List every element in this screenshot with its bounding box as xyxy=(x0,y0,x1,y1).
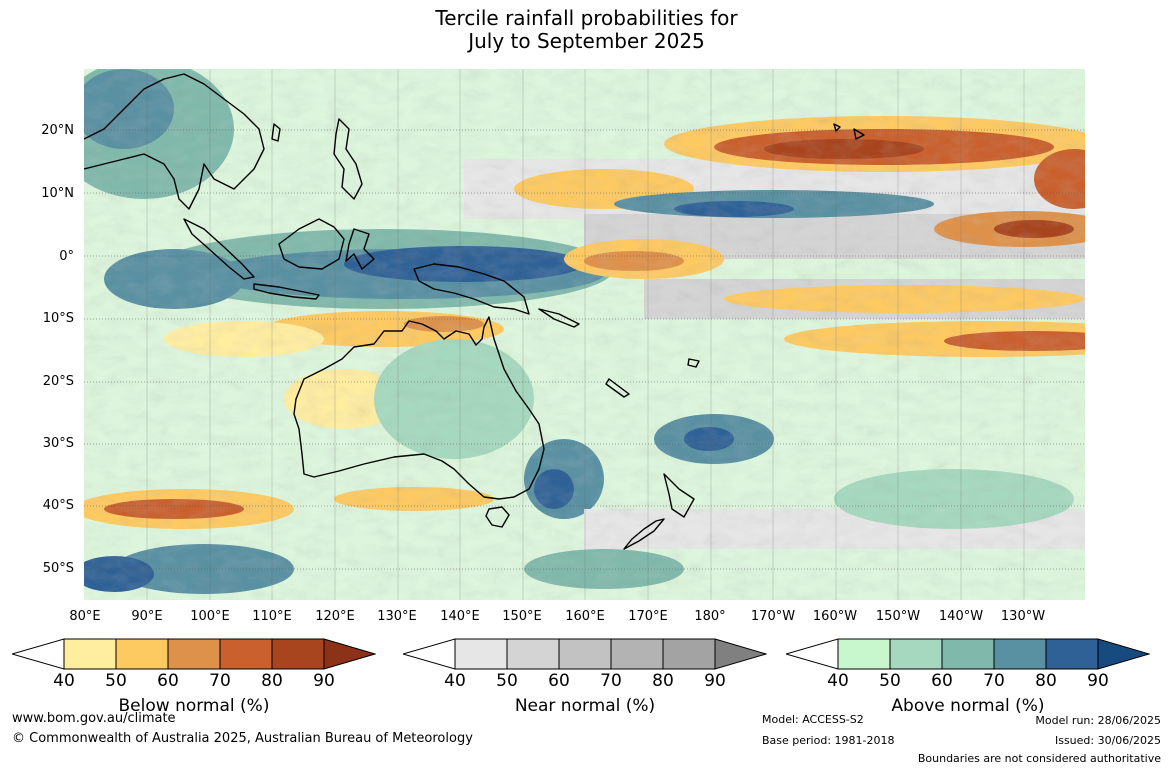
lon-label-110e: 110°E xyxy=(252,609,292,624)
lon-label-140e: 140°E xyxy=(440,609,480,624)
gridlines xyxy=(84,129,1085,570)
lon-label-130e: 130°E xyxy=(377,609,417,624)
legend-below-title: Below normal (%) xyxy=(118,696,270,716)
new-guinea-outline xyxy=(413,263,530,315)
legend-below-tick-40: 40 xyxy=(53,671,75,691)
nz-south-outline xyxy=(623,518,665,550)
fiji-outline xyxy=(687,358,700,368)
legend-near-title: Near normal (%) xyxy=(514,696,656,716)
legend-above-normal xyxy=(786,637,1150,671)
chart-title-line1: Tercile rainfall probabilities for xyxy=(435,6,738,30)
lat-label-0: 0° xyxy=(59,249,74,264)
footer-model-run: Model run: 28/06/2025 xyxy=(1035,714,1161,727)
rainfall-probability-map xyxy=(84,69,1085,600)
hawaii-outline xyxy=(833,123,865,140)
legend-below-tick-70: 70 xyxy=(209,671,231,691)
legend-above-tick-50: 50 xyxy=(879,671,901,691)
legend-above-tick-40: 40 xyxy=(827,671,849,691)
lon-label-170e: 170°E xyxy=(628,609,668,624)
philippines-outline xyxy=(333,118,363,200)
legend-above-tick-60: 60 xyxy=(931,671,953,691)
legend-near-tick-90: 90 xyxy=(704,671,726,691)
footer-issued: Issued: 30/06/2025 xyxy=(1054,734,1161,747)
legend-below-normal xyxy=(12,637,376,671)
nz-north-outline xyxy=(663,473,695,518)
legend-colorbar-above xyxy=(786,638,1150,670)
legend-near-tick-50: 50 xyxy=(496,671,518,691)
lon-label-150e: 150°E xyxy=(502,609,542,624)
lat-label-10n: 10°N xyxy=(41,186,74,201)
lon-label-170w: 170°W xyxy=(750,609,796,624)
borneo-outline xyxy=(278,218,345,270)
lon-label-90e: 90°E xyxy=(131,609,163,624)
solomon-islands-outline xyxy=(538,308,580,328)
legend-near-normal xyxy=(403,637,767,671)
lon-label-120e: 120°E xyxy=(315,609,355,624)
sumatra-outline xyxy=(183,218,255,280)
tasmania-outline xyxy=(485,506,510,528)
legend-above-tick-90: 90 xyxy=(1087,671,1109,691)
lat-label-40s: 40°S xyxy=(42,498,74,513)
legend-near-tick-60: 60 xyxy=(548,671,570,691)
lat-label-20s: 20°S xyxy=(42,374,74,389)
legend-above-title: Above normal (%) xyxy=(891,696,1045,716)
australia-outline xyxy=(293,316,545,500)
legend-colorbar-near xyxy=(403,638,767,670)
legend-colorbar-below xyxy=(12,638,376,670)
lat-label-10s: 10°S xyxy=(42,311,74,326)
footer-base-period: Base period: 1981-2018 xyxy=(762,734,895,747)
sulawesi-outline xyxy=(345,228,375,270)
footer-copyright: © Commonwealth of Australia 2025, Austra… xyxy=(12,731,473,746)
lon-label-160w: 160°W xyxy=(812,609,858,624)
legend-above-tick-80: 80 xyxy=(1035,671,1057,691)
lon-label-160e: 160°E xyxy=(565,609,605,624)
lon-label-80e: 80°E xyxy=(69,609,101,624)
legend-near-tick-80: 80 xyxy=(652,671,674,691)
legend-below-tick-50: 50 xyxy=(105,671,127,691)
legend-below-tick-60: 60 xyxy=(157,671,179,691)
se-asia-outline xyxy=(84,73,265,210)
legend-below-tick-80: 80 xyxy=(261,671,283,691)
lon-label-130w: 130°W xyxy=(1000,609,1046,624)
lon-label-180: 180° xyxy=(694,609,726,624)
footer-website: www.bom.gov.au/climate xyxy=(12,711,176,726)
meridians xyxy=(146,69,1025,600)
legend-above-tick-70: 70 xyxy=(983,671,1005,691)
texture-overlay xyxy=(84,69,1085,600)
lat-label-30s: 30°S xyxy=(42,436,74,451)
lat-label-20n: 20°N xyxy=(41,123,74,138)
lon-label-100e: 100°E xyxy=(190,609,230,624)
footer-model: Model: ACCESS-S2 xyxy=(762,713,864,726)
taiwan-outline xyxy=(271,123,281,142)
legend-below-tick-90: 90 xyxy=(313,671,335,691)
coastlines xyxy=(84,73,865,550)
legend-near-tick-70: 70 xyxy=(600,671,622,691)
lon-label-150w: 150°W xyxy=(875,609,921,624)
legend-near-tick-40: 40 xyxy=(444,671,466,691)
java-outline xyxy=(253,283,320,300)
chart-title-line2: July to September 2025 xyxy=(468,29,705,53)
lat-label-50s: 50°S xyxy=(42,561,74,576)
new-caledonia-outline xyxy=(605,378,630,398)
lon-label-140w: 140°W xyxy=(938,609,984,624)
footer-disclaimer: Boundaries are not considered authoritat… xyxy=(917,752,1161,765)
